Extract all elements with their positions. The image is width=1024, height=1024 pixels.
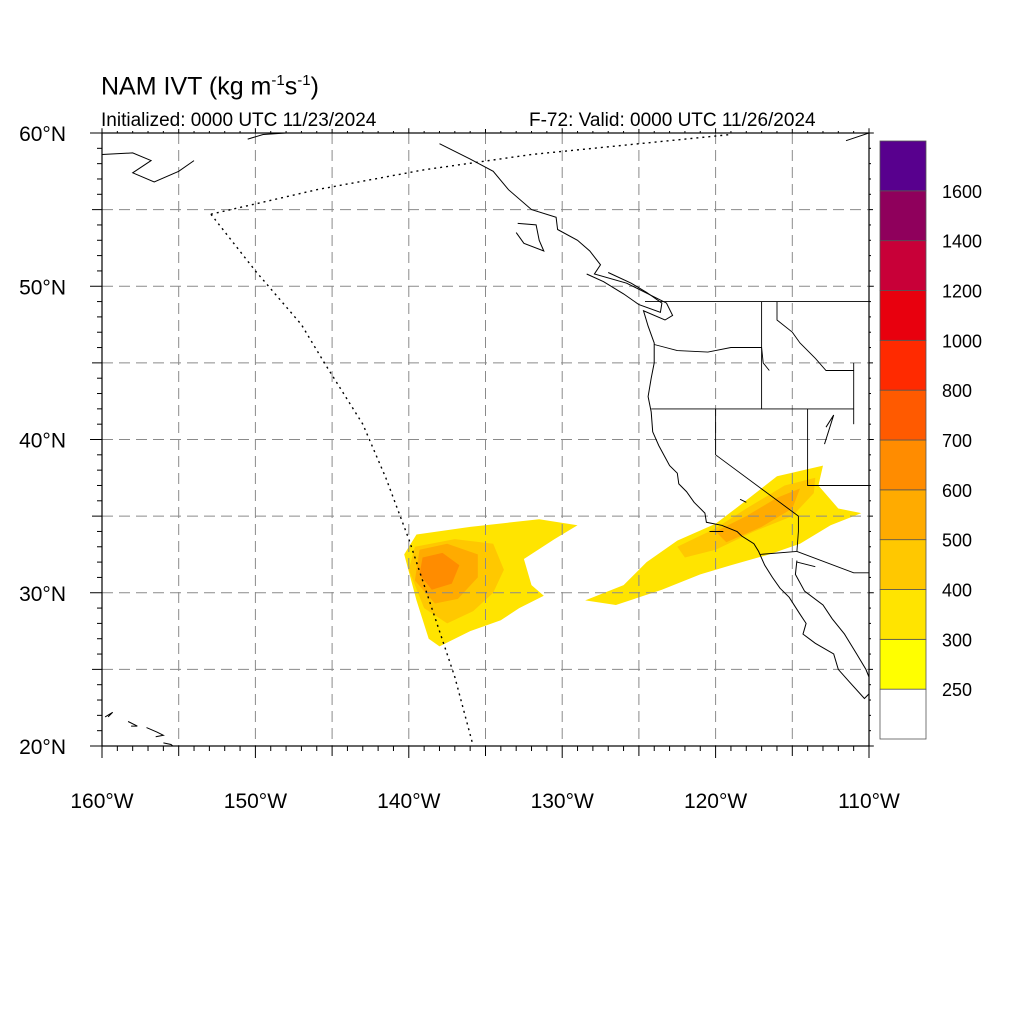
colorbar-swatch xyxy=(879,240,927,291)
lon-tick-label: 140°W xyxy=(377,790,440,813)
lon-tick-label: 150°W xyxy=(224,790,287,813)
coastline xyxy=(127,721,138,727)
valid-time: F-72: Valid: 0000 UTC 11/26/2024 xyxy=(529,110,816,131)
colorbar-label: 800 xyxy=(942,381,972,401)
colorbar-label: 250 xyxy=(942,680,972,700)
colorbar-label: 600 xyxy=(942,481,972,501)
colorbar-swatch xyxy=(879,489,927,541)
lon-tick-label: 110°W xyxy=(838,790,900,813)
colorbar-label: 1000 xyxy=(942,331,982,351)
state-boundary xyxy=(760,550,797,555)
colorbar-swatch xyxy=(879,638,927,690)
state-boundary xyxy=(807,408,869,486)
state-boundary xyxy=(654,344,770,371)
coastline xyxy=(146,727,165,738)
coastline xyxy=(824,414,835,445)
axis-labels: 160°W 150°W 140°W 130°W 120°W 110°W 60°N 50°N 40… xyxy=(19,123,900,813)
colorbar-label: 700 xyxy=(942,431,972,451)
colorbar-swatch xyxy=(879,339,927,391)
coastline xyxy=(104,711,114,718)
lat-tick-label: 40°N xyxy=(19,430,66,453)
coastline xyxy=(163,742,174,746)
coastline xyxy=(247,133,289,140)
lat-tick-label: 50°N xyxy=(19,276,66,299)
colorbar-swatch xyxy=(879,439,927,491)
lat-tick-label: 60°N xyxy=(19,123,66,146)
colorbar-swatch xyxy=(879,290,927,341)
map-title: NAM IVT (kg m-1s-1) xyxy=(101,72,319,101)
domain-edge-west xyxy=(210,213,474,746)
coastlines xyxy=(102,133,869,746)
initialized-time: Initialized: 0000 UTC 11/23/2024 xyxy=(101,110,377,131)
coastline xyxy=(102,152,195,183)
ivt-region-600 xyxy=(419,552,460,590)
colorbar-label: 1200 xyxy=(942,282,982,302)
colorbar-label: 300 xyxy=(942,630,972,650)
state-boundaries xyxy=(645,301,869,574)
colorbar-label: 400 xyxy=(942,581,972,601)
colorbar-label: 1600 xyxy=(942,182,982,202)
coastline xyxy=(586,272,663,313)
colorbar-swatch xyxy=(879,140,927,192)
colorbar-label: 1400 xyxy=(942,232,982,252)
coastline xyxy=(515,222,545,252)
state-boundary xyxy=(796,550,869,574)
state-boundary xyxy=(776,301,854,371)
coastline xyxy=(439,143,869,700)
graticule xyxy=(102,133,869,746)
coastline xyxy=(794,560,869,678)
colorbar-swatch xyxy=(879,539,927,590)
colorbar: 250 300 400 500 600 700 800 1000 1200 1400 1600 xyxy=(879,140,982,740)
lon-tick-label: 120°W xyxy=(684,790,747,813)
colorbar-swatch xyxy=(879,589,927,640)
state-boundary xyxy=(715,408,799,552)
colorbar-swatch xyxy=(879,389,927,441)
lat-tick-label: 20°N xyxy=(19,736,66,759)
colorbar-label: 500 xyxy=(942,531,972,551)
lon-tick-label: 160°W xyxy=(70,790,133,813)
lat-tick-label: 30°N xyxy=(19,583,66,606)
state-boundary xyxy=(796,561,816,568)
colorbar-swatch xyxy=(879,688,927,740)
lon-tick-label: 130°W xyxy=(531,790,594,813)
axis-ticks xyxy=(90,128,874,758)
colorbar-swatch xyxy=(879,190,927,242)
coastline xyxy=(845,133,869,142)
domain-edge-north xyxy=(210,133,731,215)
coastline xyxy=(739,498,747,503)
model-domain-boundary xyxy=(210,133,731,746)
